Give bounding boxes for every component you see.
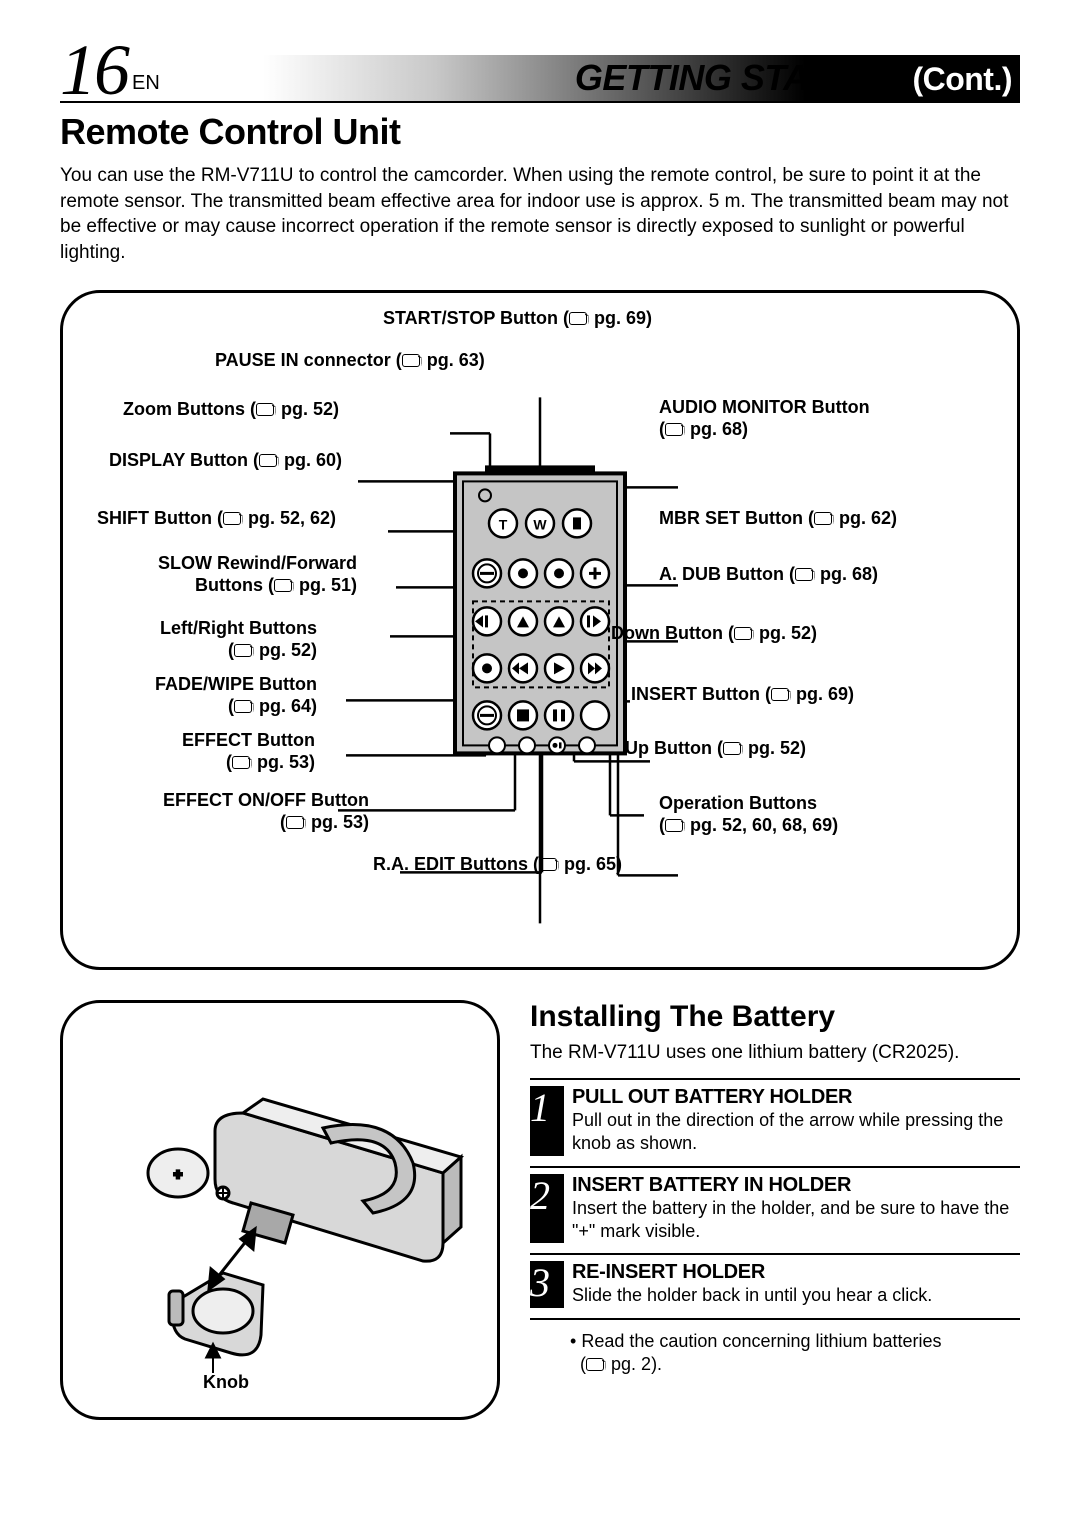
svg-text:T: T bbox=[499, 516, 508, 532]
step-number: 1 bbox=[530, 1086, 564, 1156]
label-leftright: Left/Right Buttons( pg. 52) bbox=[147, 617, 317, 662]
step-title: INSERT BATTERY IN HOLDER bbox=[572, 1174, 1020, 1197]
step-text: Pull out in the direction of the arrow w… bbox=[572, 1109, 1020, 1156]
label-shift: SHIFT Button ( pg. 52, 62) bbox=[97, 507, 336, 530]
page-number: 16 bbox=[60, 40, 128, 101]
label-pause-in: PAUSE IN connector ( pg. 63) bbox=[215, 349, 485, 372]
header-title: GETTING STARTED (Cont.) bbox=[160, 55, 1020, 101]
knob-label: Knob bbox=[203, 1372, 249, 1393]
label-raedit: R.A. EDIT Buttons ( pg. 65) bbox=[373, 853, 622, 876]
label-insert: INSERT Button ( pg. 69) bbox=[631, 683, 854, 706]
step-title: PULL OUT BATTERY HOLDER bbox=[572, 1086, 1020, 1109]
step-number: 2 bbox=[530, 1174, 564, 1244]
step-text: Insert the battery in the holder, and be… bbox=[572, 1197, 1020, 1244]
battery-diagram: + Knob bbox=[60, 1000, 500, 1420]
label-start-stop: START/STOP Button ( pg. 69) bbox=[383, 307, 652, 330]
install-title: Installing The Battery bbox=[530, 1000, 1020, 1034]
label-audio-monitor: AUDIO MONITOR Button( pg. 68) bbox=[659, 396, 919, 441]
label-op-buttons: Operation Buttons( pg. 52, 60, 68, 69) bbox=[659, 792, 919, 837]
page-header: 16 EN GETTING STARTED (Cont.) bbox=[60, 40, 1020, 103]
label-slow: SLOW Rewind/Forward Buttons ( pg. 51) bbox=[137, 552, 357, 597]
label-zoom: Zoom Buttons ( pg. 52) bbox=[123, 398, 339, 421]
caution-note: • Read the caution concerning lithium ba… bbox=[530, 1318, 1020, 1377]
install-subtitle: The RM-V711U uses one lithium battery (C… bbox=[530, 1042, 1020, 1064]
remote-diagram: T W bbox=[60, 290, 1020, 970]
section-title: Remote Control Unit bbox=[60, 111, 1020, 153]
header-title-cont: (Cont.) bbox=[904, 61, 1012, 97]
step-number: 3 bbox=[530, 1261, 564, 1307]
ref-icon bbox=[586, 1358, 604, 1371]
label-effect: EFFECT Button( pg. 53) bbox=[175, 729, 315, 774]
step-title: RE-INSERT HOLDER bbox=[572, 1261, 1020, 1284]
svg-text:W: W bbox=[533, 516, 547, 532]
label-fadewipe: FADE/WIPE Button( pg. 64) bbox=[147, 673, 317, 718]
label-mbrset: MBR SET Button ( pg. 62) bbox=[659, 507, 897, 530]
label-display: DISPLAY Button ( pg. 60) bbox=[109, 449, 342, 472]
svg-text:+: + bbox=[174, 1166, 182, 1182]
step-1: 1 PULL OUT BATTERY HOLDER Pull out in th… bbox=[530, 1078, 1020, 1166]
page-lang: EN bbox=[132, 72, 160, 95]
step-2: 2 INSERT BATTERY IN HOLDER Insert the ba… bbox=[530, 1166, 1020, 1254]
header-title-main: GETTING STARTED bbox=[575, 57, 904, 98]
step-3: 3 RE-INSERT HOLDER Slide the holder back… bbox=[530, 1253, 1020, 1317]
label-up: Up Button ( pg. 52) bbox=[625, 737, 806, 760]
step-text: Slide the holder back in until you hear … bbox=[572, 1284, 1020, 1307]
intro-text: You can use the RM-V711U to control the … bbox=[60, 163, 1020, 266]
label-adub: A. DUB Button ( pg. 68) bbox=[659, 563, 878, 586]
label-down: Down Button ( pg. 52) bbox=[611, 622, 817, 645]
battery-instructions: Installing The Battery The RM-V711U uses… bbox=[530, 1000, 1020, 1420]
label-effect-onoff: EFFECT ON/OFF Button( pg. 53) bbox=[129, 789, 369, 834]
battery-svg: + bbox=[63, 1003, 503, 1423]
ref-icon bbox=[569, 312, 587, 325]
